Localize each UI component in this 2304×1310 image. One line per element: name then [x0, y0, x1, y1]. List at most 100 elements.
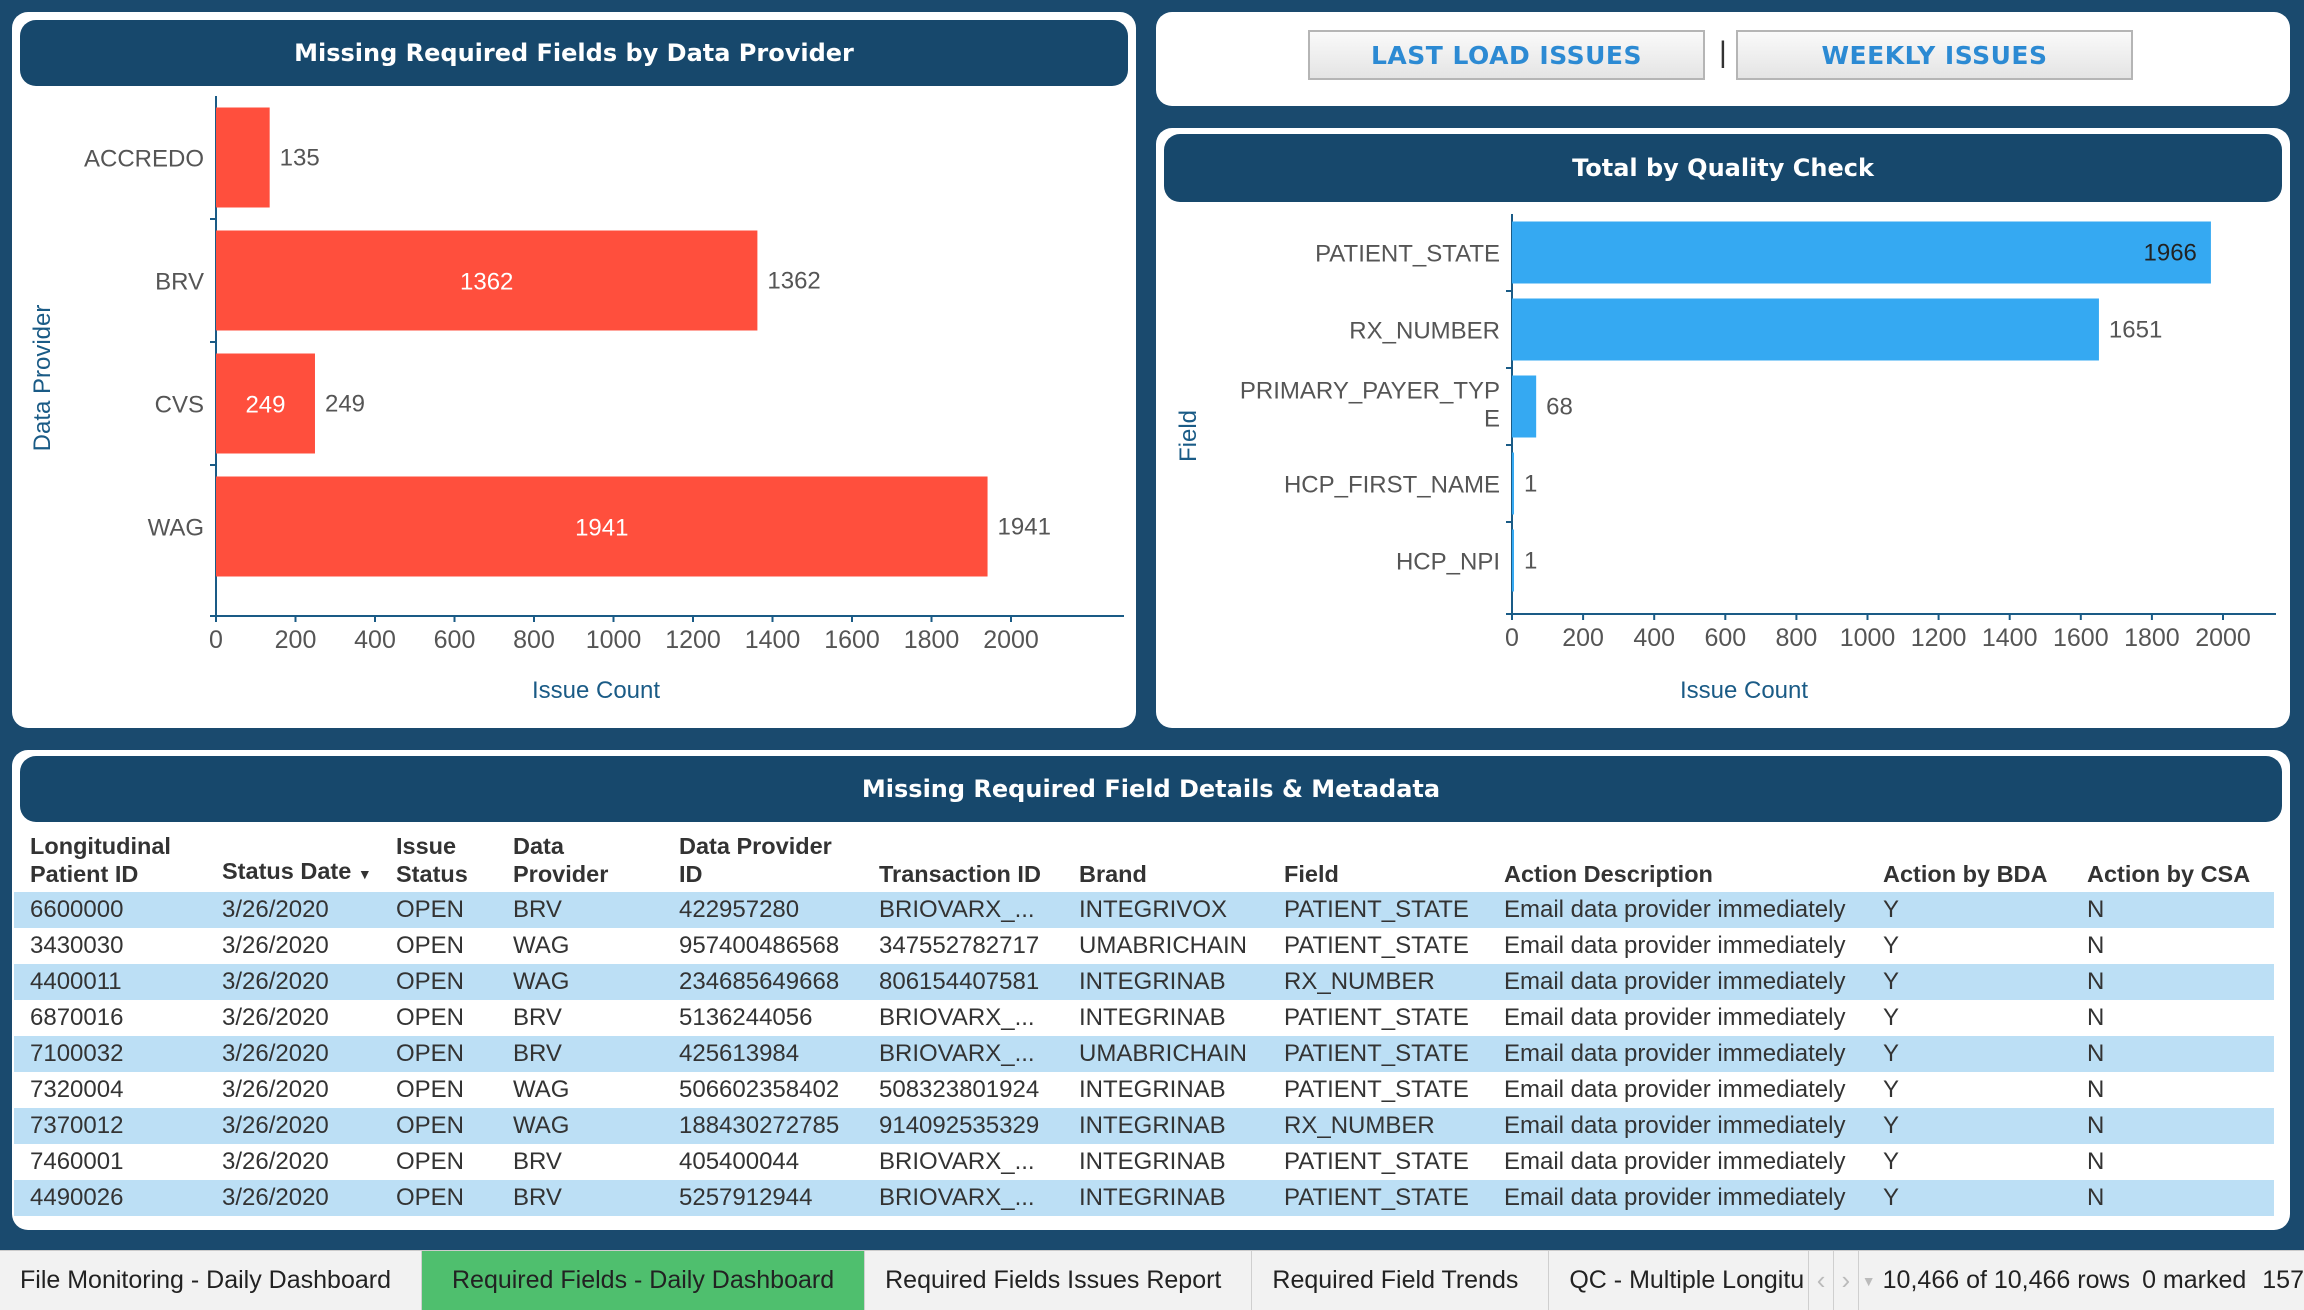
cell-data-provider: WAG	[497, 964, 663, 1000]
cell-data-provider: BRV	[513, 1148, 562, 1175]
cell-status-date: 3/26/2020	[206, 1108, 380, 1144]
category-label: E	[1484, 406, 1500, 433]
cell-brand: INTEGRINAB	[1079, 1148, 1226, 1175]
bar-value-label: 1	[1524, 548, 1537, 575]
col-header-action-by-csa[interactable]: Action by CSA	[2087, 861, 2251, 887]
col-header-field[interactable]: Field	[1284, 861, 1339, 887]
sort-desc-icon[interactable]: ▼	[357, 866, 372, 882]
bar	[216, 230, 758, 331]
category-label: RX_NUMBER	[1349, 318, 1500, 345]
table-row[interactable]: 7100032 3/26/2020 OPEN BRV 425613984 BRIOVARX…	[14, 1036, 2274, 1072]
status-extra: 157	[2262, 1266, 2304, 1294]
quality-check-bar-chart: 0 200 400 600 800 1000 1200 1400 1600 1800 2000 PAT…	[1175, 214, 2276, 704]
cell-field: PATIENT_STATE	[1284, 932, 1469, 959]
table-row[interactable]: 3430030 3/26/2020 OPEN WAG 957400486568 34755…	[14, 928, 2274, 964]
cell-data-provider: BRV	[513, 1004, 562, 1031]
weekly-issues-button[interactable]: WEEKLY ISSUES	[1736, 30, 2133, 80]
bar-value-label: 1941	[998, 514, 1051, 541]
cell-action-by-bda: Y	[1883, 1004, 1900, 1031]
x-tick-label: 0	[209, 626, 223, 654]
cell-action-by-bda: Y	[1883, 932, 1900, 959]
col-header-issue-status[interactable]: Issue Status	[396, 833, 468, 887]
col-header-data-provider-id[interactable]: Data Provider ID	[679, 833, 832, 887]
cell-status-date: 3/26/2020	[222, 1148, 329, 1175]
cell-status-date: 3/26/2020	[222, 1004, 329, 1031]
cell-patient-id: 4400011	[14, 964, 206, 1000]
x-tick-label: 1000	[1840, 624, 1896, 652]
cell-status-date: 3/26/2020	[222, 932, 329, 959]
tab-required-field-trends[interactable]: Required Field Trends	[1252, 1250, 1550, 1310]
cell-status-date: 3/26/2020	[206, 1036, 380, 1072]
cell-field: PATIENT_STATE	[1284, 1076, 1469, 1103]
cell-issue-status: OPEN	[396, 1004, 465, 1031]
cell-data-provider-id: 425613984	[663, 1036, 863, 1072]
cell-brand: UMABRICHAIN	[1079, 932, 1248, 959]
provider-bar-chart: 0 200 400 600 800 1000 1200 1400 1600 1800 2000 ACC…	[29, 96, 1124, 704]
x-tick-label: 0	[1505, 624, 1519, 652]
category-label: HCP_FIRST_NAME	[1284, 472, 1500, 499]
cell-action-by-csa: N	[2071, 1108, 2274, 1144]
tab-required-fields-daily[interactable]: Required Fields - Daily Dashboard	[421, 1250, 866, 1310]
x-tick-label: 1600	[824, 626, 880, 654]
cell-action-by-csa: N	[2087, 1004, 2105, 1031]
cell-action-by-bda: Y	[1867, 1036, 2071, 1072]
cell-brand: INTEGRINAB	[1063, 1108, 1268, 1144]
cell-data-provider: WAG	[497, 1108, 663, 1144]
table-row[interactable]: 6600000 3/26/2020 OPEN BRV 422957280 BRIOVARX…	[14, 892, 2274, 928]
cell-action-by-bda: Y	[1883, 1148, 1900, 1175]
cell-data-provider-id: 422957280	[663, 892, 863, 928]
cell-action-by-csa: N	[2071, 892, 2274, 928]
bar-value-label: 68	[1546, 394, 1573, 421]
col-header-status-date[interactable]: Status Date ▼	[222, 858, 372, 884]
bar	[1512, 529, 1514, 592]
table-row[interactable]: 6870016 3/26/2020 OPEN BRV 5136244056 BRIOVAR…	[14, 1000, 2274, 1036]
cell-action-by-bda: Y	[1883, 1076, 1900, 1103]
cell-status-date: 3/26/2020	[222, 1076, 329, 1103]
row-count-status: 10,466 of 10,466 rows	[1882, 1266, 2131, 1294]
cell-field: PATIENT_STATE	[1284, 1148, 1469, 1175]
table-row[interactable]: 4490026 3/26/2020 OPEN BRV 5257912944 BRIOVAR…	[14, 1180, 2274, 1216]
cell-field: PATIENT_STATE	[1268, 892, 1488, 928]
cell-status-date: 3/26/2020	[206, 892, 380, 928]
cell-field: PATIENT_STATE	[1284, 1004, 1469, 1031]
table-row[interactable]: 7460001 3/26/2020 OPEN BRV 405400044 BRIOVARX…	[14, 1144, 2274, 1180]
tab-required-fields-issues-report[interactable]: Required Fields Issues Report	[865, 1250, 1253, 1310]
tab-file-monitoring[interactable]: File Monitoring - Daily Dashboard	[0, 1250, 422, 1310]
table-row[interactable]: 4400011 3/26/2020 OPEN WAG 234685649668 80615…	[14, 964, 2274, 1000]
x-tick-label: 800	[513, 626, 555, 654]
chevron-left-icon[interactable]: ‹	[1809, 1250, 1834, 1310]
col-header-transaction-id[interactable]: Transaction ID	[879, 861, 1041, 887]
table-row[interactable]: 7370012 3/26/2020 OPEN WAG 188430272785 91409…	[14, 1108, 2274, 1144]
cell-action-by-csa: N	[2071, 964, 2274, 1000]
cell-data-provider-id: 957400486568	[679, 932, 840, 959]
table-row[interactable]: 7320004 3/26/2020 OPEN WAG 506602358402 50832…	[14, 1072, 2274, 1108]
cell-issue-status: OPEN	[396, 1076, 465, 1103]
col-header-data-provider[interactable]: Data Provider	[513, 833, 609, 887]
quality-check-chart-title: Total by Quality Check	[1164, 134, 2282, 202]
cell-patient-id: 7100032	[14, 1036, 206, 1072]
cell-transaction-id: BRIOVARX_...	[863, 1036, 1063, 1072]
cell-action-description: Email data provider immediately	[1488, 1036, 1867, 1072]
cell-transaction-id: BRIOVARX_...	[863, 892, 1063, 928]
chevron-right-icon[interactable]: ›	[1834, 1250, 1859, 1310]
x-axis-title: Issue Count	[1680, 677, 1808, 704]
bar	[216, 476, 988, 577]
dropdown-caret-icon[interactable]: ▼	[1861, 1272, 1876, 1289]
cell-data-provider: WAG	[513, 932, 570, 959]
col-header-action-description[interactable]: Action Description	[1504, 861, 1713, 887]
tab-qc-multiple-longitudinal[interactable]: QC - Multiple Longitu	[1549, 1250, 1810, 1310]
y-axis-title: Field	[1175, 410, 1202, 462]
provider-chart-title: Missing Required Fields by Data Provider	[20, 20, 1128, 86]
cell-data-provider-id: 5257912944	[663, 1180, 863, 1216]
last-load-issues-button[interactable]: LAST LOAD ISSUES	[1308, 30, 1705, 80]
cell-data-provider-id: 506602358402	[679, 1076, 840, 1103]
col-header-brand[interactable]: Brand	[1079, 861, 1147, 887]
x-tick-label: 1400	[1982, 624, 2038, 652]
bar-value-label-inside: 1362	[460, 269, 513, 296]
col-header-action-by-bda[interactable]: Action by BDA	[1883, 861, 2048, 887]
cell-action-description: Email data provider immediately	[1488, 964, 1867, 1000]
cell-action-by-bda: Y	[1867, 1180, 2071, 1216]
cell-field: PATIENT_STATE	[1268, 1036, 1488, 1072]
col-header-patient-id[interactable]: Longitudinal Patient ID	[30, 833, 171, 887]
cell-brand: INTEGRINAB	[1079, 1076, 1226, 1103]
